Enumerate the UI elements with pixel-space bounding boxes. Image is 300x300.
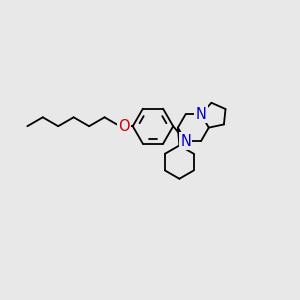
Text: O: O [118,119,130,134]
Text: N: N [196,107,206,122]
Text: N: N [180,134,191,148]
